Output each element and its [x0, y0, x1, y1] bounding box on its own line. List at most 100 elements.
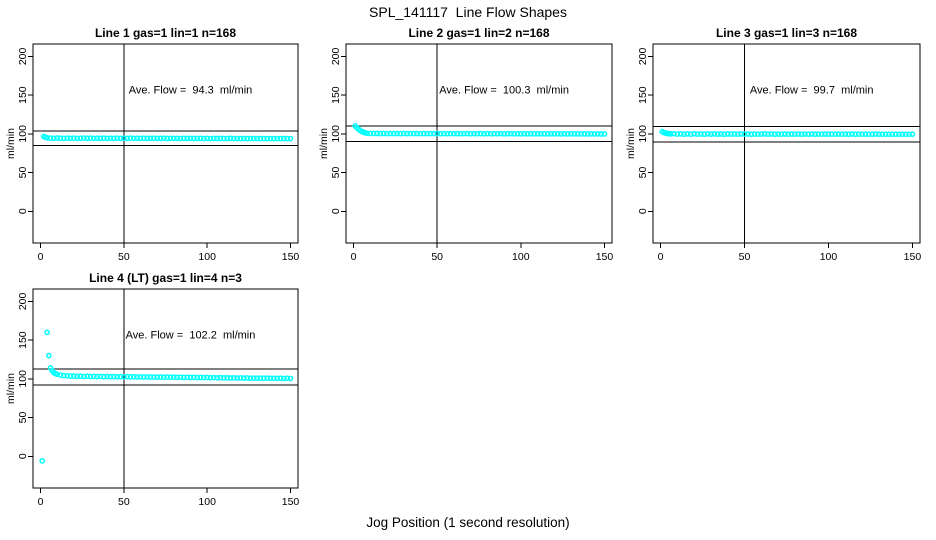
data-point	[267, 135, 274, 142]
data-point	[677, 130, 684, 137]
data-point	[447, 130, 454, 137]
y-axis-tick-label: 200	[17, 292, 29, 310]
data-point	[94, 373, 101, 380]
data-point	[70, 135, 77, 142]
data-point	[67, 373, 74, 379]
data-point	[124, 135, 131, 142]
data-point	[374, 130, 380, 137]
data-point	[260, 135, 267, 142]
data-point	[899, 131, 906, 138]
x-axis-tick-label: 150	[596, 251, 614, 263]
data-point	[876, 131, 882, 138]
data-point	[815, 131, 822, 137]
data-point	[277, 375, 284, 382]
x-axis-tick-label: 100	[198, 496, 216, 508]
plot-box	[32, 43, 299, 244]
data-point	[491, 130, 497, 137]
data-point	[511, 130, 517, 137]
data-point	[224, 135, 231, 142]
data-point	[548, 130, 554, 137]
data-point	[828, 131, 835, 137]
data-point	[802, 131, 808, 137]
data-point	[886, 131, 892, 138]
data-point	[691, 130, 697, 137]
figure-title: SPL_141117 Line Flow Shapes	[369, 4, 567, 20]
data-point	[170, 374, 177, 380]
data-point	[481, 130, 487, 137]
data-point	[147, 374, 154, 380]
data-point	[39, 458, 46, 464]
data-point	[798, 131, 805, 138]
data-point	[47, 135, 54, 141]
data-point	[90, 373, 97, 380]
data-point	[364, 130, 370, 137]
x-axis-tick-label: 50	[118, 496, 130, 508]
data-point	[671, 130, 677, 137]
data-point	[100, 135, 107, 142]
data-point	[494, 130, 501, 137]
data-point	[728, 131, 734, 137]
data-point	[227, 135, 234, 142]
data-point	[237, 135, 244, 142]
data-point	[394, 130, 400, 137]
panel-plot-svg: 0 50 100 150 0 50 100 150 200 ml/min Line 3 gas=1 …	[625, 26, 921, 263]
data-point	[84, 135, 91, 142]
data-point	[390, 130, 397, 137]
data-point	[184, 374, 191, 381]
data-point	[194, 374, 201, 381]
y-axis-tick-label: 150	[637, 86, 649, 104]
x-axis-tick-label: 100	[820, 251, 838, 263]
data-point	[77, 135, 84, 142]
data-point	[194, 135, 201, 142]
panel-line-1: 0 50 100 150 0 50 100 150 200 ml/min Line 1 gas=1 …	[0, 26, 312, 271]
data-point	[454, 130, 461, 137]
panel-line-4: 0 50 100 150 0 50 100 150 200 ml/min Line 4 (LT) g…	[0, 271, 312, 516]
data-point	[507, 130, 514, 137]
y-axis-tick-label: 0	[330, 208, 342, 214]
data-point	[400, 130, 407, 137]
data-point	[842, 131, 849, 137]
data-point	[524, 130, 531, 137]
data-point	[420, 130, 427, 137]
data-point	[882, 131, 889, 138]
data-point	[134, 135, 141, 142]
data-point	[561, 130, 568, 137]
data-point	[44, 134, 51, 141]
data-point	[434, 130, 441, 137]
data-point	[144, 374, 151, 380]
data-point	[180, 135, 187, 142]
data-point	[795, 131, 802, 137]
data-point	[177, 135, 184, 142]
x-axis-tick-label: 0	[351, 251, 357, 263]
data-point	[174, 374, 181, 381]
data-point	[367, 130, 374, 137]
data-point	[210, 374, 217, 381]
data-point	[107, 135, 114, 142]
data-point	[167, 374, 174, 381]
data-point	[280, 135, 287, 142]
data-point	[100, 373, 107, 380]
panel-plot-svg: 0 50 100 150 0 50 100 150 200 ml/min Line 2 gas=1 …	[318, 26, 614, 263]
data-point	[97, 373, 104, 380]
data-point	[270, 375, 277, 382]
data-point	[130, 135, 137, 142]
data-point	[234, 375, 241, 381]
data-point	[437, 130, 444, 137]
data-point	[701, 131, 708, 138]
data-point	[684, 131, 691, 137]
data-point	[150, 135, 157, 142]
data-point	[120, 135, 127, 142]
data-point	[160, 374, 167, 381]
data-point	[598, 131, 604, 137]
data-point	[64, 135, 71, 141]
data-point	[380, 130, 387, 137]
data-point	[738, 131, 745, 137]
data-point	[130, 373, 137, 380]
data-point	[404, 130, 410, 137]
data-point	[865, 131, 872, 138]
data-point	[117, 373, 124, 380]
y-axis-tick-label: 150	[17, 86, 29, 104]
data-point	[451, 130, 457, 137]
data-point	[80, 373, 87, 380]
data-point	[457, 130, 464, 137]
